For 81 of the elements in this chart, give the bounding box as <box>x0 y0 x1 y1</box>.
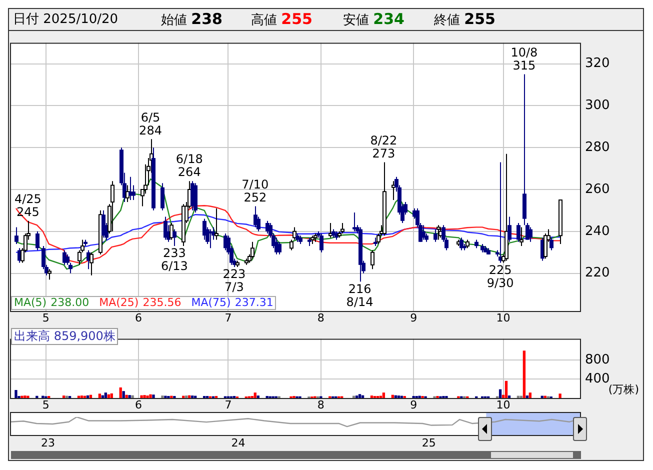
bar <box>498 389 502 398</box>
bar <box>107 394 110 398</box>
chart-title: 出来高 859,900株 <box>11 328 118 345</box>
candlestick <box>164 216 168 240</box>
x-tick-label: 7 <box>224 311 232 324</box>
candlestick <box>172 228 176 247</box>
bar <box>254 392 256 398</box>
bar <box>152 394 155 398</box>
x-tick-label: 6 <box>135 311 142 324</box>
bar <box>140 395 143 398</box>
bar <box>149 394 152 398</box>
candlestick <box>508 216 512 242</box>
text: MA(5) 238.00 <box>14 296 90 309</box>
annotation: 10/8 315 <box>510 45 538 72</box>
x-tick-label: 7 <box>224 398 232 412</box>
annotation: 6/18 264 <box>176 152 203 180</box>
bar <box>526 395 529 398</box>
annotation: 7/10 252 <box>242 177 269 204</box>
candlestick <box>320 232 324 253</box>
bar <box>528 392 532 398</box>
y-tick-label: 400 <box>585 371 610 386</box>
annotation: 8/22 273 <box>370 133 398 160</box>
x-tick-label: 5 <box>42 311 50 324</box>
bar <box>382 392 386 398</box>
y-tick-label: 800 <box>585 352 610 368</box>
bar <box>508 395 511 398</box>
candlestick <box>36 230 40 251</box>
candlestick <box>14 226 18 244</box>
bar <box>522 350 526 398</box>
x-tick-label: 9 <box>410 311 418 324</box>
candlestick <box>460 237 464 251</box>
y-tick-label: 220 <box>585 266 610 281</box>
y-tick-label: 300 <box>585 98 610 114</box>
text: 高値 255 <box>251 10 312 28</box>
bar <box>504 380 508 398</box>
candlestick <box>278 241 282 255</box>
x-tick-label: 6 <box>135 398 142 412</box>
y-tick-label: 240 <box>585 224 610 239</box>
bar <box>558 394 562 398</box>
y-tick-label: 280 <box>585 140 610 155</box>
annotation: 6/5 284 <box>139 110 162 138</box>
text: MA(25) 235.56 <box>99 296 182 309</box>
candlestick <box>550 237 554 251</box>
text: MA(75) 237.31 <box>191 296 274 309</box>
bar <box>358 394 362 398</box>
bar <box>128 395 131 398</box>
annotation: 233 6/13 <box>160 246 188 274</box>
candlestick <box>132 184 136 200</box>
bar <box>98 394 102 398</box>
x-tick-label: 23 <box>41 436 56 450</box>
x-tick-label: 8 <box>317 311 324 324</box>
candlestick <box>528 226 532 242</box>
candlestick <box>66 254 70 266</box>
candlestick <box>68 262 72 274</box>
bar <box>104 392 107 398</box>
y-tick-label: 260 <box>585 182 610 197</box>
x-tick-label: 9 <box>410 398 418 412</box>
annotation: 223 7/3 <box>222 267 246 294</box>
candlestick <box>434 228 438 242</box>
x-tick-label: 8 <box>317 398 324 412</box>
bar <box>131 395 134 398</box>
x-tick-label: 10 <box>496 398 510 412</box>
x-tick-label: 25 <box>422 436 436 450</box>
text: 始値 238 <box>161 10 222 28</box>
x-tick-label: 10 <box>496 311 510 324</box>
bar <box>122 391 125 398</box>
annotation: 225 9/30 <box>486 262 514 290</box>
text: 日付 2025/10/20 <box>13 12 118 27</box>
y-axis-title: (万株) <box>608 383 639 397</box>
bar <box>119 387 122 398</box>
bar <box>110 393 113 398</box>
x-tick-label: 24 <box>231 436 246 450</box>
annotation: 216 8/14 <box>346 282 374 309</box>
text: 終値 255 <box>434 10 496 28</box>
candlestick <box>516 222 520 242</box>
x-tick-label: 5 <box>42 398 50 412</box>
bar <box>14 390 18 398</box>
bar <box>143 395 146 398</box>
text: 安値 234 <box>343 10 404 28</box>
y-tick-label: 320 <box>585 56 610 72</box>
candlestick <box>160 182 164 211</box>
